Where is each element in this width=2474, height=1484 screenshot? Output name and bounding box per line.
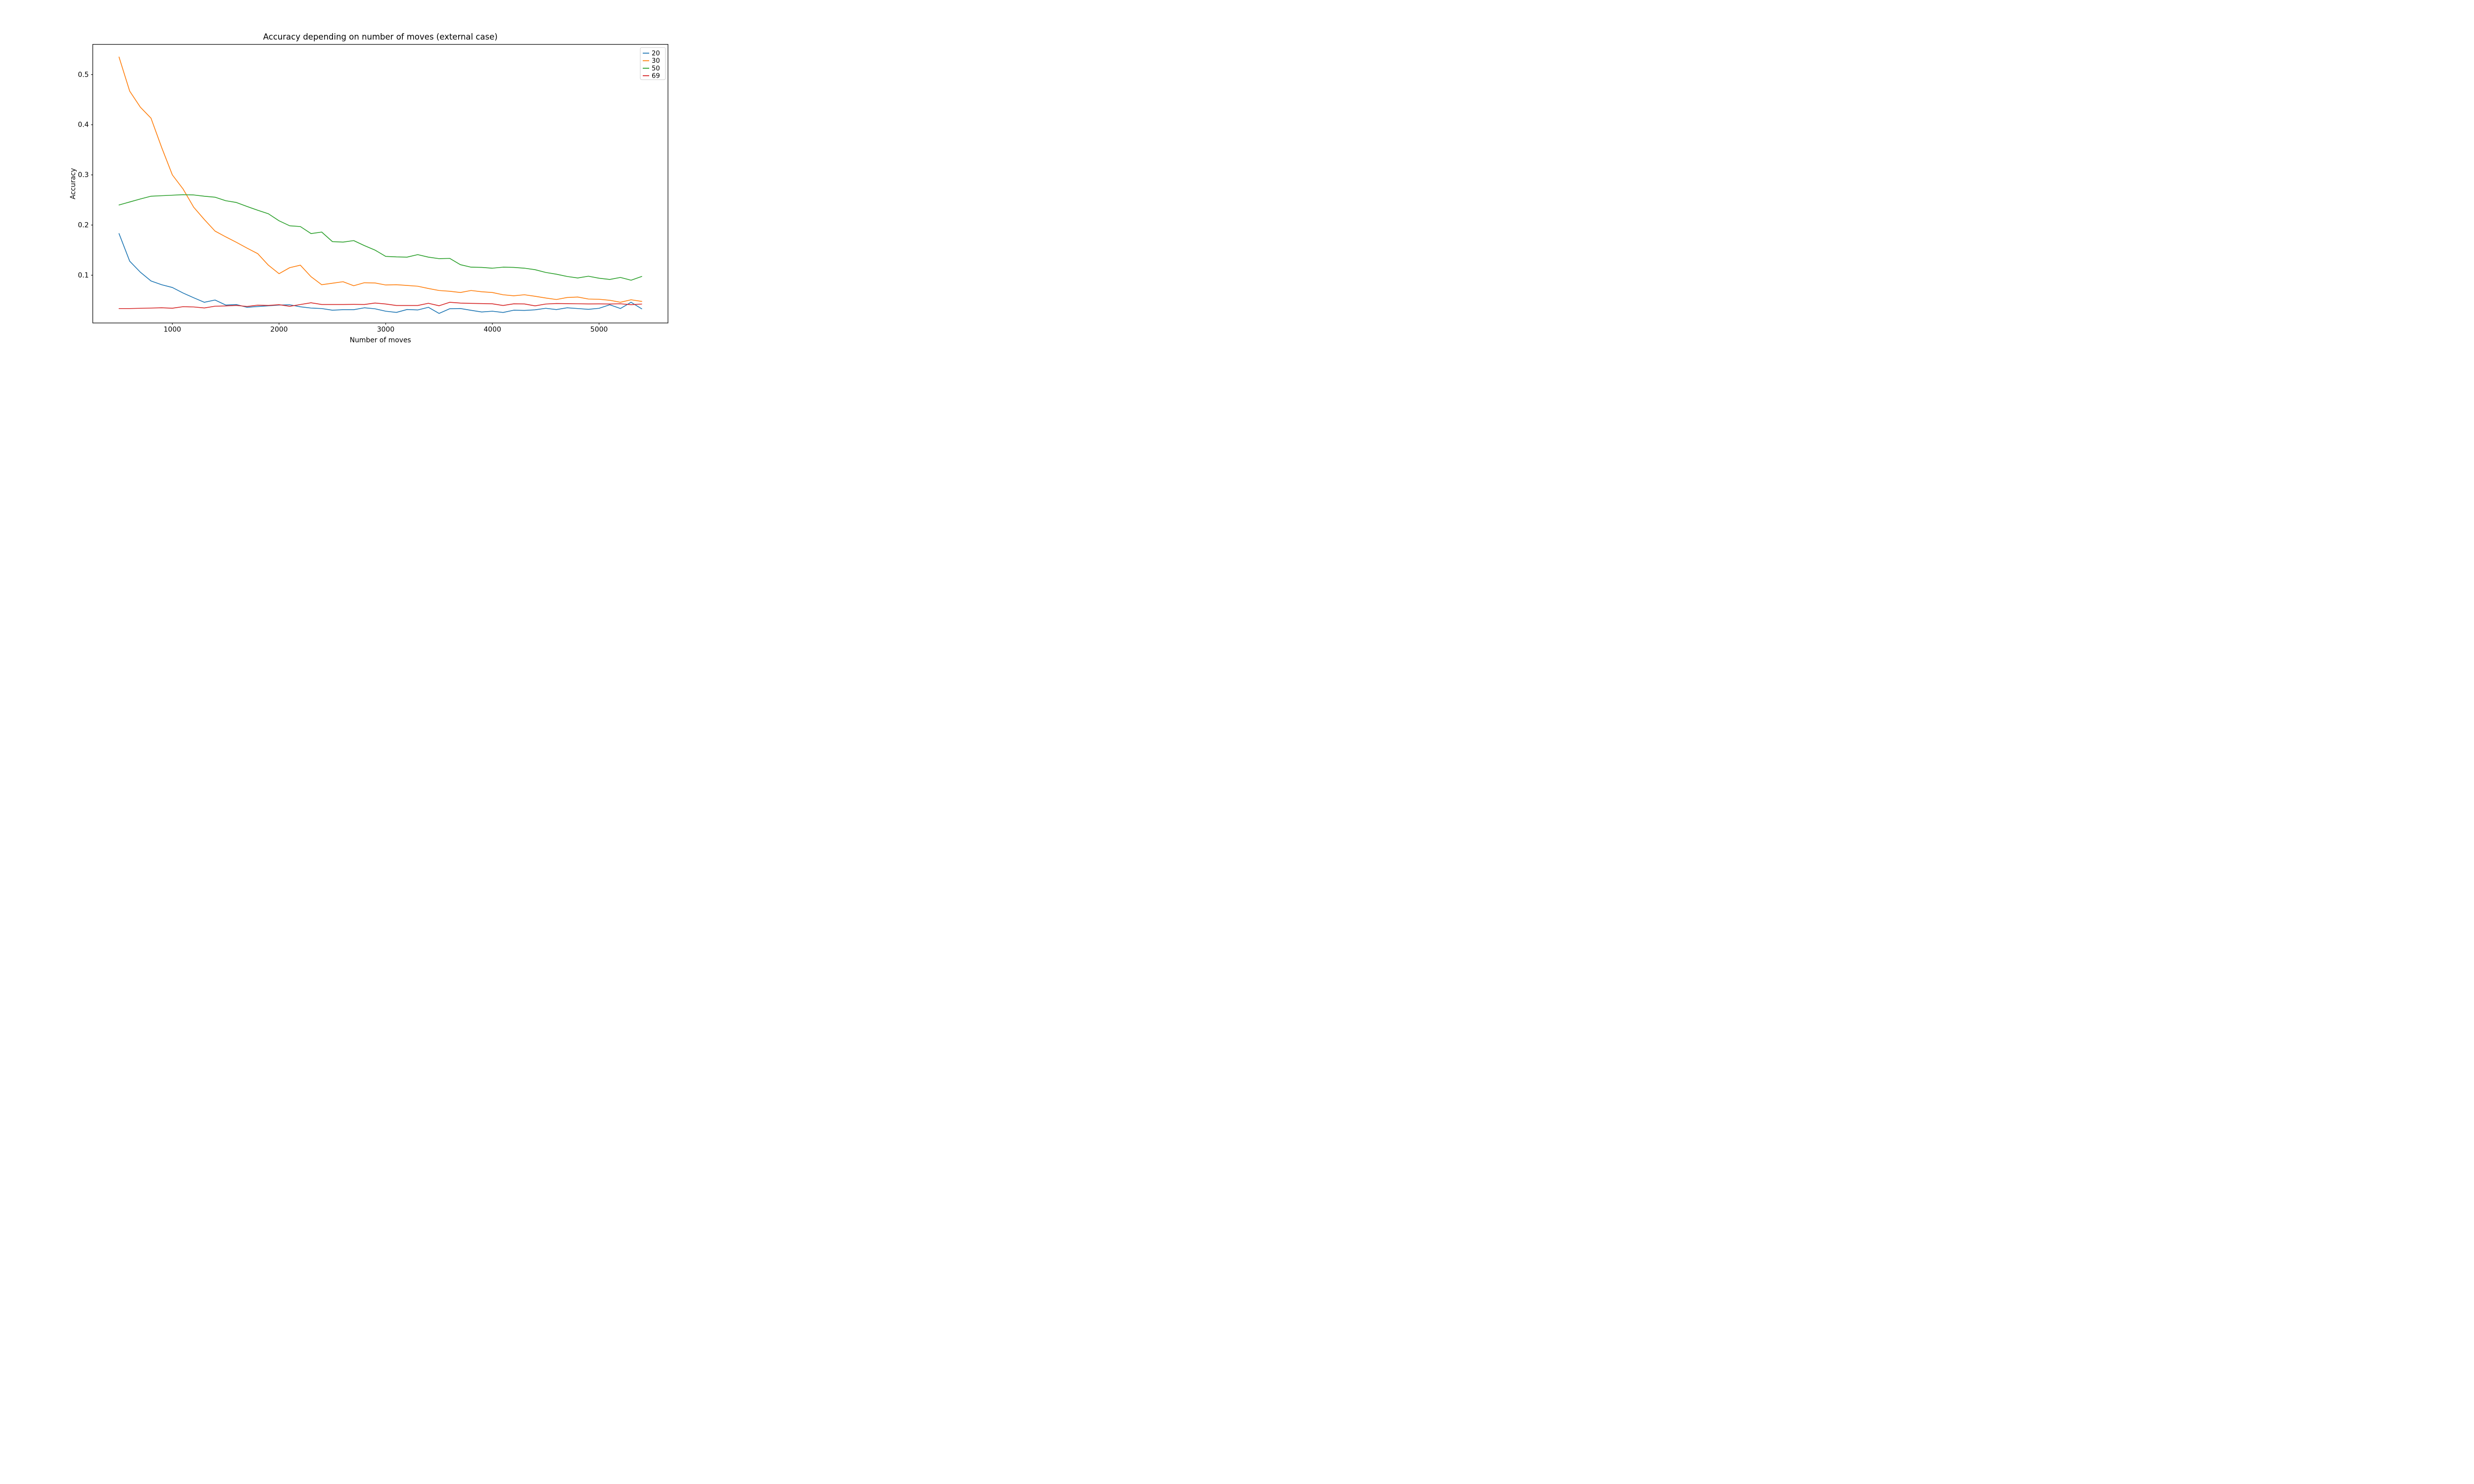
axis-ticks: 1000 2000 3000 4000 5000 0.1 0.2 0.3 0.4 0.5 (78, 71, 608, 333)
x-axis-label: Number of moves (350, 336, 411, 344)
legend-frame (640, 47, 666, 80)
line-series-50 (118, 194, 642, 281)
accuracy-line-chart: 1000 2000 3000 4000 5000 0.1 0.2 0.3 0.4 0.5 2030… (69, 32, 668, 344)
legend-label-69: 69 (652, 73, 660, 80)
y-tick-label-0.2: 0.2 (78, 221, 89, 229)
plot-border (92, 44, 668, 324)
axes-spines (92, 44, 668, 324)
plot-area (93, 44, 668, 323)
line-series-20 (118, 233, 642, 314)
x-tick-label-2000: 2000 (270, 325, 287, 333)
figure-canvas: 1000 2000 3000 4000 5000 0.1 0.2 0.3 0.4 0.5 20 30… (0, 0, 742, 371)
series-lines (118, 56, 642, 314)
legend-label-20: 20 (652, 50, 660, 57)
line-series-69 (118, 302, 642, 309)
legend-label-30: 30 (652, 57, 660, 65)
chart-title: Accuracy depending on number of moves (e… (263, 32, 498, 42)
x-tick-label-4000: 4000 (483, 325, 501, 333)
x-tick-label-3000: 3000 (377, 325, 394, 333)
line-series-30 (118, 56, 642, 303)
y-tick-label-0.5: 0.5 (78, 71, 89, 79)
x-tick-label-1000: 1000 (164, 325, 181, 333)
y-tick-label-0.1: 0.1 (78, 272, 89, 279)
legend-label-50: 50 (652, 65, 660, 72)
y-axis-label: Accuracy (69, 168, 77, 199)
x-tick-label-5000: 5000 (590, 325, 608, 333)
y-tick-label-0.4: 0.4 (78, 121, 89, 129)
y-tick-label-0.3: 0.3 (78, 171, 89, 179)
